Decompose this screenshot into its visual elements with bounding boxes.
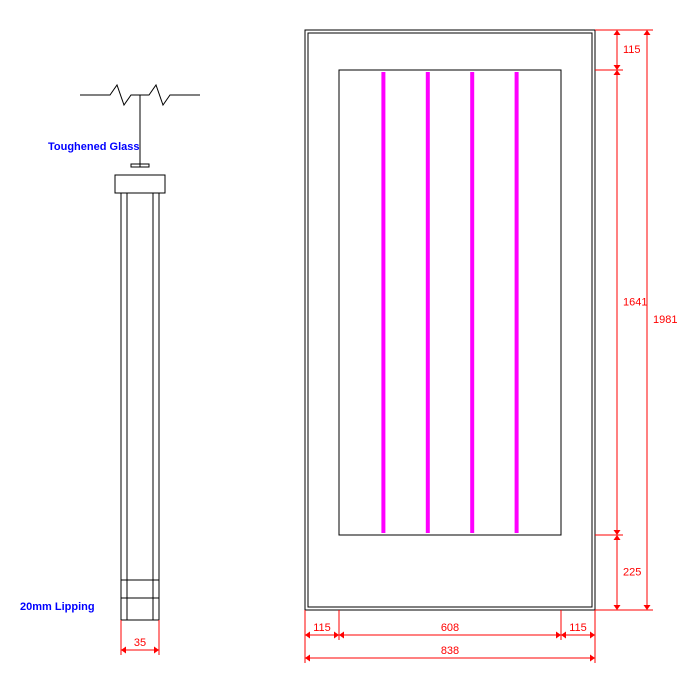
label-lipping: 20mm Lipping	[20, 601, 95, 613]
door-panel	[339, 70, 561, 535]
svg-text:115: 115	[313, 622, 331, 634]
svg-text:225: 225	[623, 566, 641, 578]
svg-text:608: 608	[441, 622, 459, 634]
section-cap	[115, 175, 165, 193]
svg-text:115: 115	[569, 622, 587, 634]
label-toughened-glass: Toughened Glass	[48, 141, 139, 153]
svg-text:838: 838	[441, 645, 459, 657]
svg-text:1641: 1641	[623, 296, 647, 308]
svg-text:1981: 1981	[653, 314, 677, 326]
svg-text:35: 35	[134, 637, 146, 649]
door-outline	[305, 30, 595, 610]
svg-text:115: 115	[623, 44, 641, 56]
